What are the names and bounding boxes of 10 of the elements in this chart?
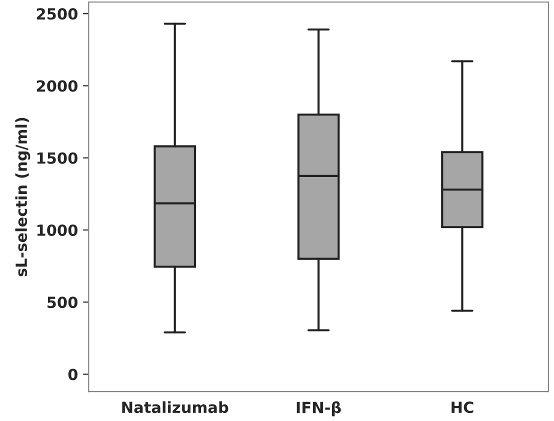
x-tick-label: IFN-β [296, 401, 341, 416]
y-tick-label: 1500 [37, 152, 78, 164]
y-tick-label: 2000 [36, 80, 78, 92]
y-tick-label: 500 [48, 296, 78, 308]
y-axis-title: sL-selectin (ng/ml) [15, 118, 30, 276]
x-tick-label: HC [452, 402, 474, 414]
y-tick-label: 0 [68, 368, 78, 380]
x-tick-label: Natalizumab [122, 401, 228, 414]
y-tick-label: 1000 [37, 224, 78, 236]
y-tick-label: 2500 [36, 8, 78, 20]
